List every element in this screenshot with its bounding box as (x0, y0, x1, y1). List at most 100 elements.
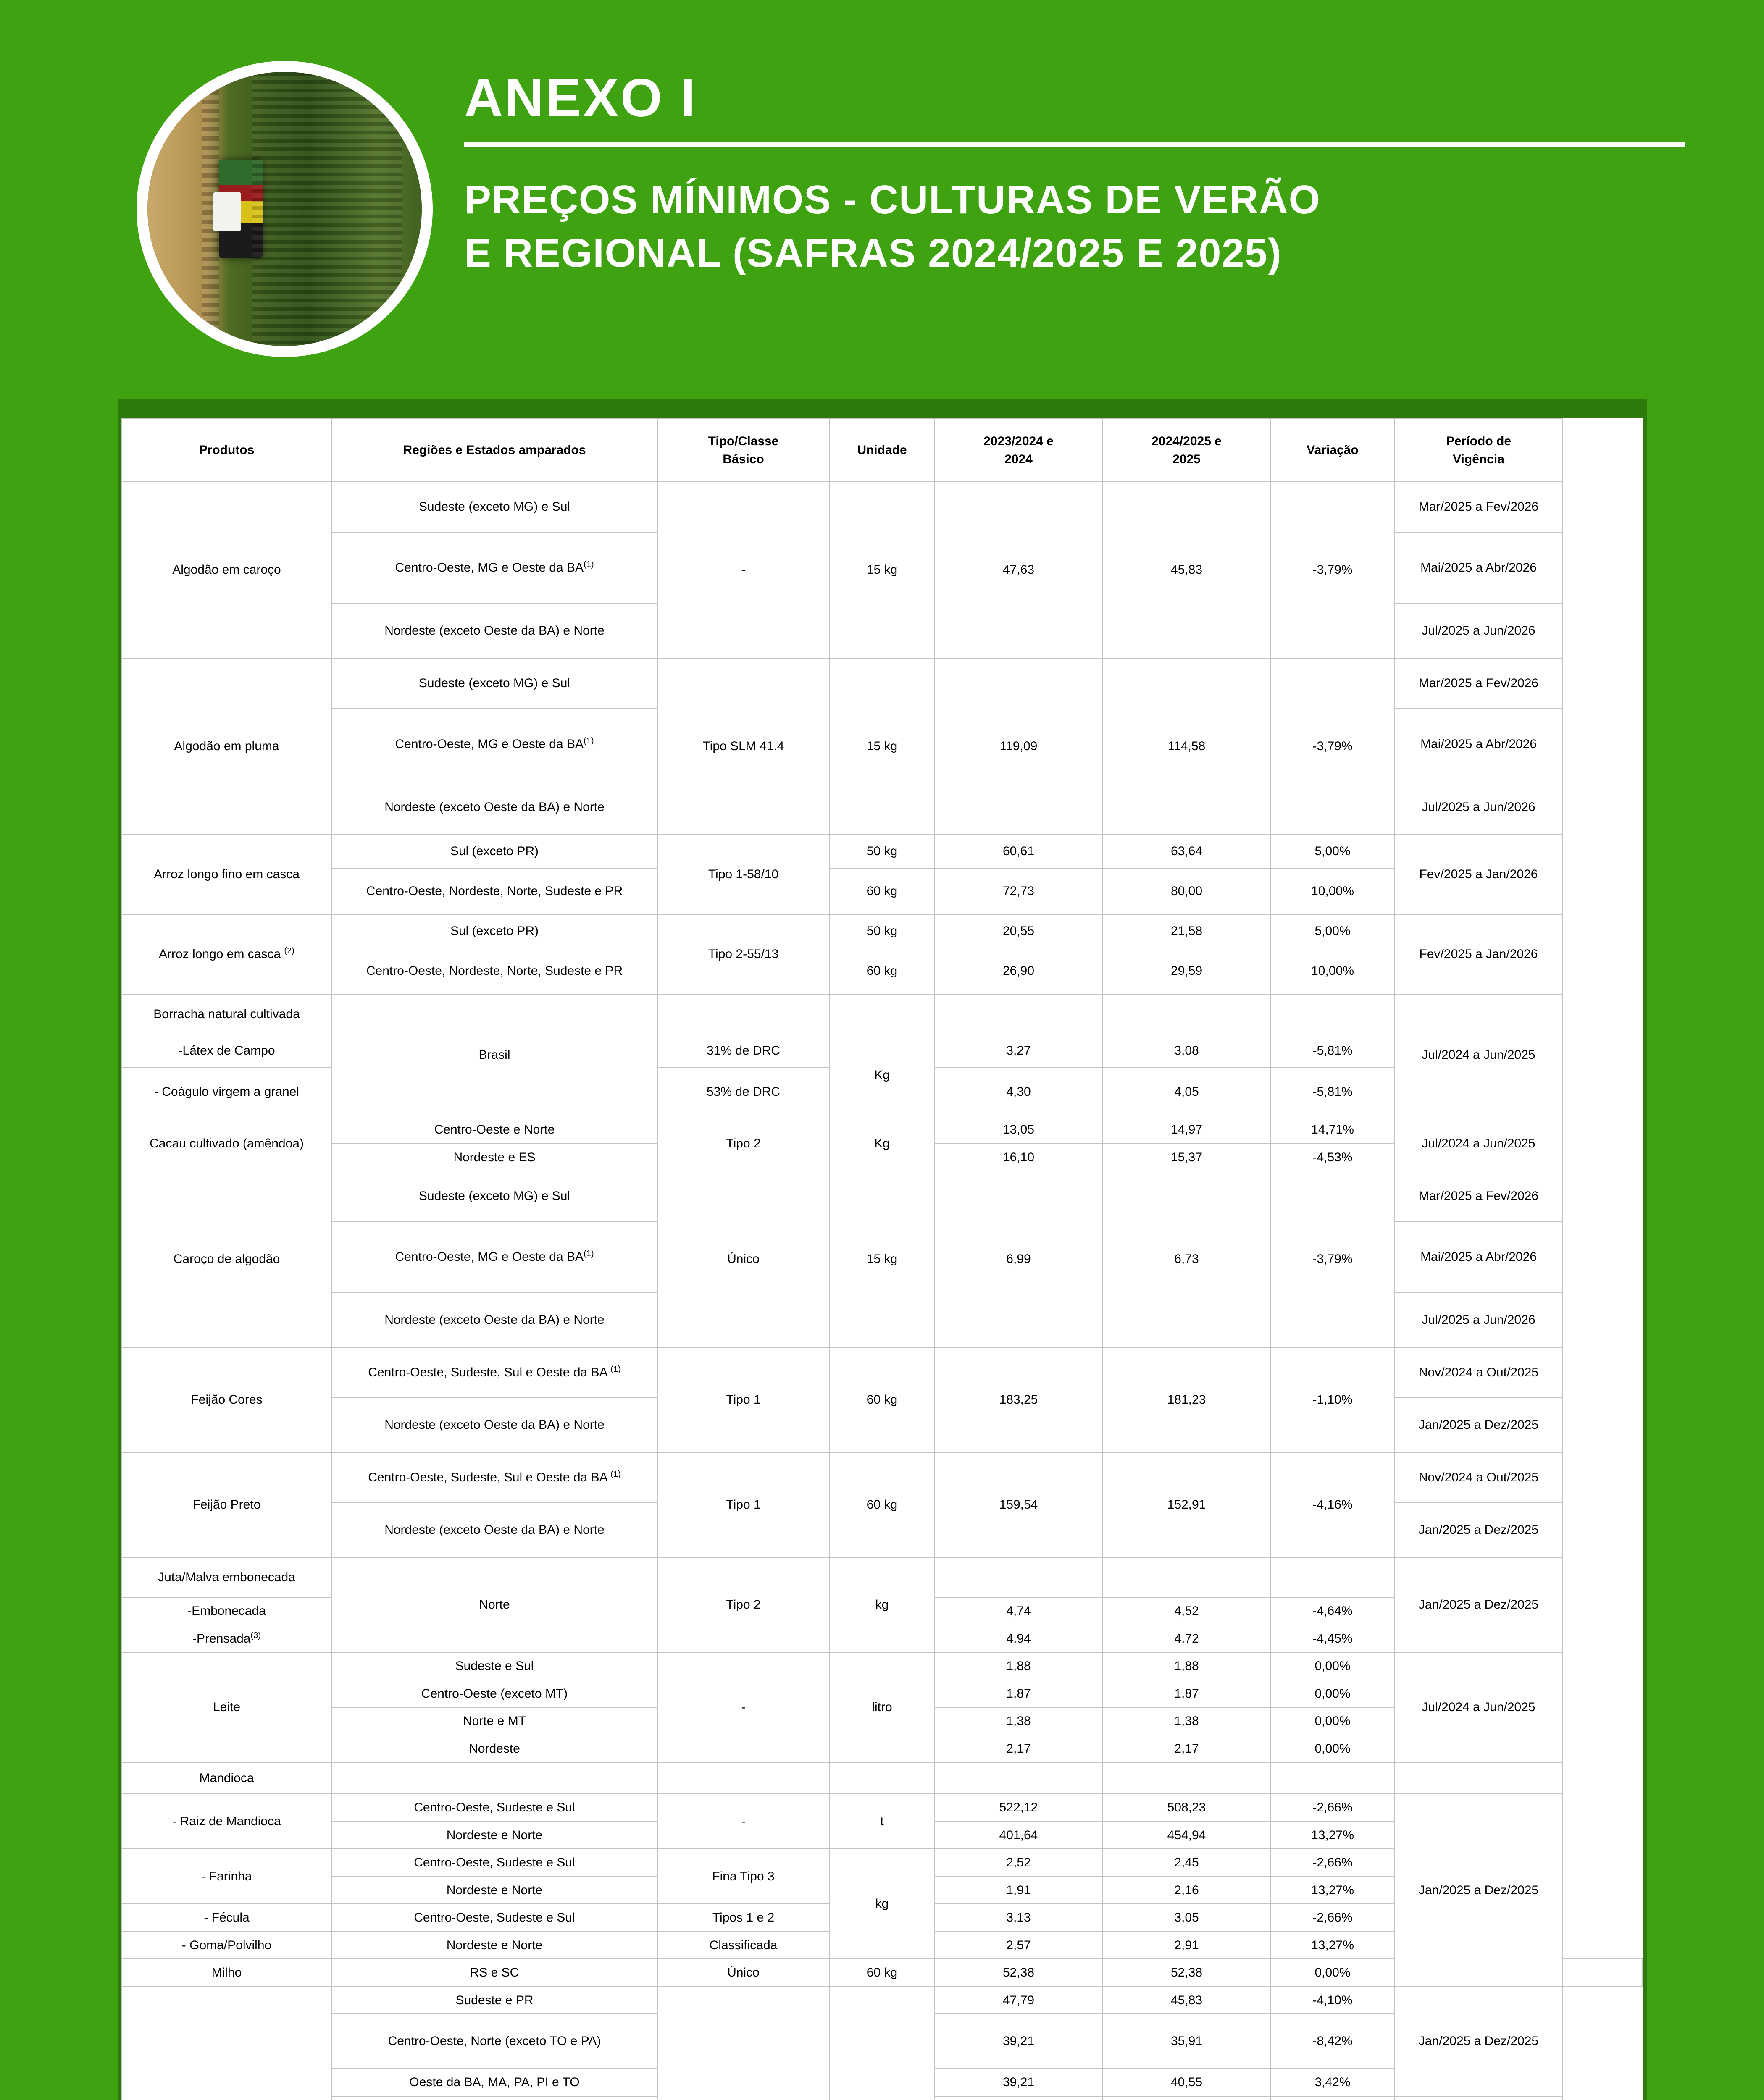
cell-periodo: Mai/2025 a Abr/2026 (1394, 1221, 1563, 1293)
cell-regiao: Nordeste (exceto Oeste da BA) e Norte (331, 780, 658, 835)
cell-produto-group-title: Juta/Malva embonecada (121, 1557, 332, 1598)
table-row: Nordeste (exceto Oeste da BA) e Norte Ju… (122, 603, 1643, 659)
col-regioes: Regiões e Estados amparados (331, 418, 658, 482)
cell-regiao: Centro-Oeste, Sudeste e Sul (331, 1903, 658, 1932)
farm-aerial-photo-icon (147, 72, 422, 346)
cell-regiao: Norte (331, 1557, 658, 1653)
cell-regiao: Centro-Oeste, Sudeste e Sul (331, 1793, 658, 1822)
cell-regiao: Brasil (331, 994, 658, 1116)
header-divider (464, 142, 1685, 147)
cell-tipo: Tipo 2-55/13 (657, 914, 830, 995)
cell-periodo: Jan/2025 a Dez/2025 (1394, 1986, 1563, 2097)
table-row: Centro-Oeste, Norte (exceto TO e PA) 39,… (122, 2013, 1643, 2069)
cell-variacao: 0,00% (1270, 1679, 1395, 1708)
cell-periodo: Jan/2025 a Dez/2025 (1394, 1557, 1563, 1653)
col-per-line1: Período de (1446, 434, 1512, 448)
cell-regiao: Nordeste e ES (331, 1143, 658, 1171)
cell-produto: Feijão Preto (121, 1452, 332, 1558)
table-row: Feijão Preto Centro-Oeste, Sudeste, Sul … (121, 1452, 1643, 1558)
table-row: Centro-Oeste, MG e Oeste da BA(1) Mai/20… (122, 1221, 1643, 1293)
table-row: Centro-Oeste, MG e Oeste da BA(1) Mai/20… (122, 708, 1643, 780)
cell-valor-atual: 80,00 (1102, 868, 1271, 915)
col-tipo-line1: Tipo/Classe (708, 434, 779, 448)
table-row: Sudeste e PR 47,79 45,83 -4,10% Jan/2025… (121, 1986, 1643, 2100)
cell-variacao: -4,45% (1270, 1624, 1395, 1653)
cell-valor-atual: 152,91 (1102, 1452, 1271, 1558)
cell-variacao: 0,00% (1270, 1958, 1395, 1987)
farm-logo-circle (137, 61, 433, 357)
cell-unidade: t (829, 1793, 935, 1849)
cell-unidade: Kg (829, 1116, 935, 1171)
cell-variacao: -2,66% (1270, 1848, 1395, 1877)
cell-tipo: Tipo 1 (657, 1452, 830, 1558)
page-subtitle-line-2: E REGIONAL (SAFRAS 2024/2025 E 2025) (464, 230, 1282, 276)
table-row: Centro-Oeste, MG e Oeste da BA(1) Mai/20… (122, 532, 1643, 604)
col-valor-2024-2025: 2024/2025 e 2025 (1102, 418, 1271, 482)
cell-valor-anterior: 4,30 (934, 1067, 1103, 1116)
cell-valor-anterior: 522,12 (934, 1793, 1103, 1822)
cell-variacao: -2,66% (1270, 1793, 1395, 1822)
cell-valor-atual: 508,23 (1102, 1793, 1271, 1822)
cell-valor-anterior: 47,63 (934, 481, 1103, 659)
cell-valor-anterior: 1,38 (934, 1707, 1103, 1735)
cell-produto: -Embonecada (121, 1597, 332, 1625)
cell-valor-atual: 35,91 (1102, 2013, 1271, 2069)
cell-variacao: -4,16% (1270, 1452, 1395, 1558)
cell-unidade: 15 kg (829, 658, 935, 835)
cell-regiao: RS e SC (331, 1958, 658, 1987)
table-row: Arroz longo fino em casca Sul (exceto PR… (121, 834, 1643, 915)
cell-valor-atual: 2,91 (1102, 1931, 1271, 1959)
table-row: Centro-Oeste, Nordeste, Norte, Sudeste e… (122, 948, 1643, 995)
cell-produto: Cacau cultivado (amêndoa) (121, 1116, 332, 1171)
cell-valor-atual: 14,97 (1102, 1116, 1271, 1144)
cell-regiao: Centro-Oeste, Sudeste e Sul (331, 1848, 658, 1877)
cell-tipo: Único (657, 1958, 830, 1987)
cell-regiao: Sudeste (exceto MG) e Sul (331, 481, 658, 533)
cell-regiao: Sul (exceto PR) (331, 914, 658, 948)
col-per-line2: Vigência (1453, 452, 1504, 466)
cell-valor-anterior: 119,09 (934, 658, 1103, 835)
cell-variacao: -1,10% (1270, 1347, 1395, 1453)
cell-variacao: 9,48% (1270, 2095, 1395, 2100)
cell-produto: Caroço de algodão (121, 1171, 332, 1348)
cell-valor-atual: 2,16 (1102, 1876, 1271, 1904)
table-row: Borracha natural cultivada Brasil Jul/20… (121, 994, 1643, 1116)
cell-unidade: litro (829, 1652, 935, 1763)
table-row: Mandioca (121, 1762, 1643, 1794)
footnote-ref: (1) (610, 1365, 621, 1374)
table-row: Nordeste (exceto Oeste da BA, MA e PI) 5… (122, 2095, 1643, 2100)
footnote-ref: (1) (584, 560, 594, 570)
cell-valor-atual: 1,88 (1102, 1652, 1271, 1680)
cell-valor-anterior: 1,91 (934, 1876, 1103, 1904)
cell-tipo: Fina Tipo 3 (657, 1848, 830, 1904)
table-row: -Embonecada 4,74 4,52 -4,64% (121, 1597, 1643, 1625)
cell-periodo: Mar/2025 a Fev/2026 (1394, 481, 1563, 533)
footnote-ref: (3) (250, 1630, 261, 1640)
cell-produto: - Farinha (121, 1848, 332, 1904)
cell-valor-atual: 6,73 (1102, 1171, 1271, 1348)
cell-valor-atual: 55,07 (1102, 2095, 1271, 2100)
cell-valor-atual: 4,72 (1102, 1624, 1271, 1653)
cell-periodo: Mai/2025 a Abr/2026 (1394, 532, 1563, 604)
cell-periodo: Jul/2024 a Jun/2025 (1394, 994, 1563, 1116)
cell-unidade: 50 kg (829, 914, 935, 948)
cell-variacao: -3,79% (1270, 658, 1395, 835)
cell-unidade: kg (829, 1848, 935, 1959)
cell-regiao: Sudeste (exceto MG) e Sul (331, 1171, 658, 1222)
cell-produto-group-title: Borracha natural cultivada (121, 994, 332, 1034)
table-row: Nordeste (exceto Oeste da BA) e Norte Ju… (122, 780, 1643, 835)
table-row: Nordeste e Norte 401,64 454,94 13,27% (122, 1821, 1643, 1849)
cell-variacao: 10,00% (1270, 868, 1395, 915)
footnote-ref: (2) (284, 946, 294, 956)
cell-valor-anterior: 60,61 (934, 834, 1103, 869)
cell-regiao: Centro-Oeste, Norte (exceto TO e PA) (331, 2013, 658, 2069)
cell-valor-anterior (934, 1762, 1103, 1794)
col-v2-line1: 2024/2025 e (1151, 434, 1222, 448)
cell-variacao (1270, 1762, 1395, 1794)
cell-valor-atual (1102, 1557, 1271, 1598)
cell-tipo: 53% de DRC (657, 1067, 830, 1116)
cell-valor-anterior: 39,21 (934, 2068, 1103, 2097)
cell-valor-atual: 15,37 (1102, 1143, 1271, 1171)
cell-produto: Leite (121, 1652, 332, 1763)
cell-periodo: Jun/2025 a Mai/2026 (1394, 2095, 1563, 2100)
